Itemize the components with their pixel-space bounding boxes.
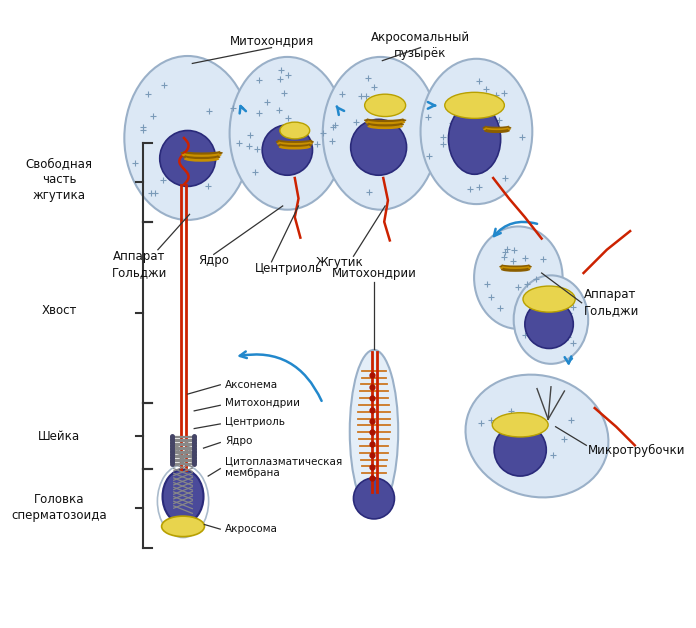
Text: Жгутик: Жгутик bbox=[315, 256, 363, 269]
Ellipse shape bbox=[125, 56, 251, 220]
Circle shape bbox=[354, 478, 395, 519]
Ellipse shape bbox=[161, 516, 205, 536]
Text: Ядро: Ядро bbox=[225, 436, 253, 446]
Ellipse shape bbox=[350, 350, 398, 513]
Ellipse shape bbox=[420, 59, 532, 204]
Text: Акросомальный
пузырёк: Акросомальный пузырёк bbox=[371, 31, 470, 60]
Circle shape bbox=[262, 125, 313, 175]
Text: Головка
сперматозоида: Головка сперматозоида bbox=[11, 493, 107, 522]
Circle shape bbox=[351, 119, 406, 175]
Text: Аппарат
Гольджи: Аппарат Гольджи bbox=[583, 288, 639, 317]
Circle shape bbox=[494, 424, 546, 476]
Text: Аппарат
Гольджи: Аппарат Гольджи bbox=[111, 250, 167, 279]
Text: Митохондрия: Митохондрия bbox=[230, 36, 314, 48]
Ellipse shape bbox=[163, 470, 203, 524]
Circle shape bbox=[160, 131, 216, 187]
Ellipse shape bbox=[448, 104, 500, 175]
Ellipse shape bbox=[445, 92, 505, 119]
Ellipse shape bbox=[474, 227, 562, 329]
Text: Центриоль: Центриоль bbox=[225, 417, 285, 427]
Text: Шейка: Шейка bbox=[38, 430, 80, 443]
Ellipse shape bbox=[514, 275, 588, 364]
Ellipse shape bbox=[323, 57, 438, 210]
Ellipse shape bbox=[466, 375, 608, 497]
Text: Хвост: Хвост bbox=[42, 304, 77, 317]
Ellipse shape bbox=[365, 94, 406, 117]
Text: Митохондрии: Митохондрии bbox=[225, 398, 300, 408]
Text: Аксонема: Аксонема bbox=[225, 380, 278, 390]
Text: Свободная
часть
жгутика: Свободная часть жгутика bbox=[26, 158, 93, 202]
Text: Акросома: Акросома bbox=[225, 524, 278, 534]
Text: Микротрубочки: Микротрубочки bbox=[588, 443, 686, 457]
Text: Центриоль: Центриоль bbox=[255, 262, 323, 275]
Ellipse shape bbox=[280, 122, 310, 139]
Text: Ядро: Ядро bbox=[198, 254, 229, 268]
Circle shape bbox=[525, 300, 574, 349]
Text: Цитоплазматическая
мембрана: Цитоплазматическая мембрана bbox=[225, 456, 342, 477]
Ellipse shape bbox=[230, 57, 345, 210]
Ellipse shape bbox=[492, 413, 548, 437]
Ellipse shape bbox=[523, 286, 575, 312]
Text: Митохондрии: Митохондрии bbox=[331, 268, 416, 281]
